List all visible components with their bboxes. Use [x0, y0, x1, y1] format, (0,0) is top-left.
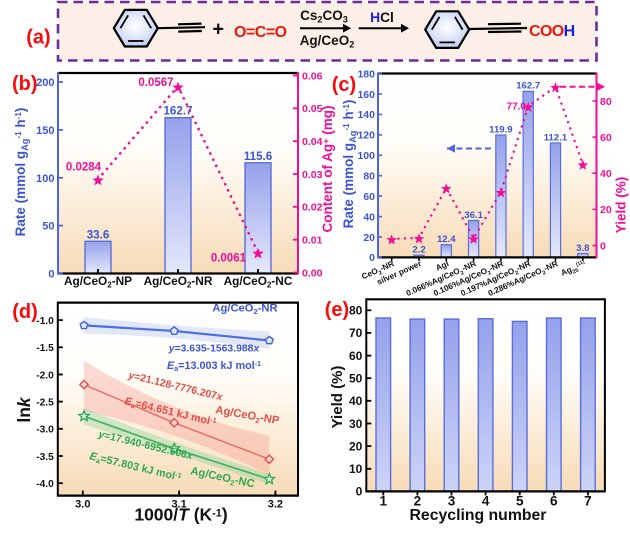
- svg-text:80: 80: [600, 96, 612, 108]
- svg-text:50: 50: [349, 372, 363, 386]
- svg-text:20: 20: [600, 204, 612, 216]
- svg-text:lnk: lnk: [14, 396, 34, 423]
- svg-text:Ag/CeO2​-NC: Ag/CeO2​-NC: [224, 274, 293, 290]
- svg-text:3.1: 3.1: [171, 499, 186, 511]
- svg-text:60: 60: [600, 132, 612, 144]
- svg-text:60: 60: [349, 349, 363, 363]
- svg-text:-2.5: -2.5: [36, 397, 54, 408]
- svg-text:Cs2​CO3​: Cs2​CO3​: [300, 8, 348, 25]
- svg-text:Yield (%): Yield (%): [614, 177, 629, 234]
- svg-text:162.7: 162.7: [163, 105, 192, 118]
- svg-text:(d): (d): [12, 301, 38, 323]
- svg-text:115.6: 115.6: [244, 150, 273, 163]
- svg-text:1000/T (K-1​): 1000/T (K-1​): [134, 505, 227, 525]
- svg-text:0.03: 0.03: [302, 169, 323, 181]
- svg-text:0: 0: [356, 485, 363, 499]
- svg-text:40: 40: [349, 394, 363, 408]
- svg-text:(e): (e): [325, 299, 349, 321]
- svg-text:Ag/CeO2​-NP: Ag/CeO2​-NP: [64, 274, 132, 290]
- svg-text:7: 7: [584, 494, 592, 509]
- svg-text:33.6: 33.6: [87, 228, 110, 241]
- svg-text:20: 20: [363, 232, 375, 244]
- svg-text:0: 0: [600, 240, 606, 252]
- svg-text:3.8: 3.8: [576, 243, 590, 254]
- svg-text:Rate (mmol gAg​-1​ h-1​): Rate (mmol gAg​-1​ h-1​): [13, 108, 30, 237]
- svg-text:180: 180: [357, 68, 375, 80]
- svg-text:70: 70: [349, 326, 363, 340]
- svg-text:112.1: 112.1: [544, 132, 568, 143]
- svg-text:120: 120: [357, 130, 375, 142]
- svg-text:2: 2: [414, 494, 422, 509]
- svg-text:36.1: 36.1: [464, 210, 483, 221]
- svg-text:0.06: 0.06: [302, 70, 323, 82]
- svg-text:0.00: 0.00: [302, 267, 323, 279]
- svg-text:O=C=O: O=C=O: [234, 24, 287, 41]
- svg-text:50: 50: [42, 221, 54, 233]
- svg-text:80: 80: [349, 304, 363, 318]
- svg-text:140: 140: [357, 109, 375, 121]
- svg-text:200: 200: [36, 77, 54, 89]
- svg-text:(c): (c): [332, 74, 356, 96]
- svg-text:(a): (a): [26, 27, 50, 49]
- svg-text:Ag/CeO2​-NR: Ag/CeO2​-NR: [212, 303, 277, 317]
- svg-text:40: 40: [600, 168, 612, 180]
- svg-text:Ag/CeO2​-NR: Ag/CeO2​-NR: [144, 274, 213, 290]
- svg-text:3.2: 3.2: [268, 499, 283, 511]
- svg-text:160: 160: [357, 89, 375, 101]
- svg-text:80: 80: [363, 171, 375, 183]
- svg-text:0.0567: 0.0567: [138, 77, 173, 89]
- svg-text:-2.0: -2.0: [36, 370, 54, 381]
- svg-text:Ea​=13.003 kJ mol-1​: Ea​=13.003 kJ mol-1​: [167, 360, 261, 373]
- svg-text:0.01: 0.01: [302, 235, 323, 247]
- svg-text:-3.5: -3.5: [36, 452, 54, 463]
- svg-text:-3.0: -3.0: [36, 425, 54, 436]
- svg-text:77.0: 77.0: [507, 102, 527, 113]
- svg-text:0.02: 0.02: [302, 202, 323, 214]
- svg-text:0.0284: 0.0284: [66, 161, 102, 173]
- svg-text:-1.5: -1.5: [36, 343, 54, 354]
- svg-text:6: 6: [550, 494, 558, 509]
- svg-text:30: 30: [349, 417, 363, 431]
- svg-text:100: 100: [357, 150, 375, 162]
- svg-text:(b): (b): [12, 73, 38, 95]
- svg-text:119.9: 119.9: [489, 124, 512, 135]
- svg-text:+: +: [212, 18, 224, 40]
- svg-text:Recycling number: Recycling number: [410, 507, 547, 524]
- svg-text:COOH: COOH: [529, 23, 575, 40]
- svg-text:Yield (%): Yield (%): [329, 366, 346, 429]
- svg-text:100: 100: [36, 173, 54, 185]
- svg-text:12.4: 12.4: [437, 234, 456, 245]
- svg-text:40: 40: [363, 211, 375, 223]
- svg-text:60: 60: [363, 191, 375, 203]
- svg-text:0.05: 0.05: [302, 103, 323, 115]
- svg-text:10: 10: [349, 462, 363, 476]
- svg-text:150: 150: [36, 125, 54, 137]
- svg-text:20: 20: [349, 439, 363, 453]
- svg-text:-1.0: -1.0: [36, 316, 54, 327]
- svg-text:0: 0: [48, 269, 54, 281]
- svg-text:-4.0: -4.0: [36, 479, 54, 490]
- svg-text:5: 5: [516, 494, 524, 509]
- svg-text:162.7: 162.7: [516, 81, 540, 92]
- svg-text:HCl: HCl: [370, 10, 394, 25]
- svg-text:2.2: 2.2: [412, 245, 425, 256]
- svg-text:Ag/CeO2​: Ag/CeO2​: [300, 33, 355, 50]
- svg-text:0.04: 0.04: [302, 136, 323, 148]
- svg-text:1: 1: [380, 494, 388, 509]
- svg-text:4: 4: [482, 494, 490, 509]
- svg-text:Rate (mmol gAg​-1​ h-1​): Rate (mmol gAg​-1​ h-1​): [341, 100, 358, 229]
- svg-text:y=3.635-1563.988x: y=3.635-1563.988x: [168, 344, 261, 355]
- svg-text:Content of Ag+​ (mg): Content of Ag+​ (mg): [320, 105, 335, 232]
- svg-text:0.0061: 0.0061: [211, 253, 247, 265]
- svg-text:0: 0: [369, 252, 375, 264]
- svg-text:3: 3: [448, 494, 456, 509]
- svg-text:3.0: 3.0: [75, 499, 90, 511]
